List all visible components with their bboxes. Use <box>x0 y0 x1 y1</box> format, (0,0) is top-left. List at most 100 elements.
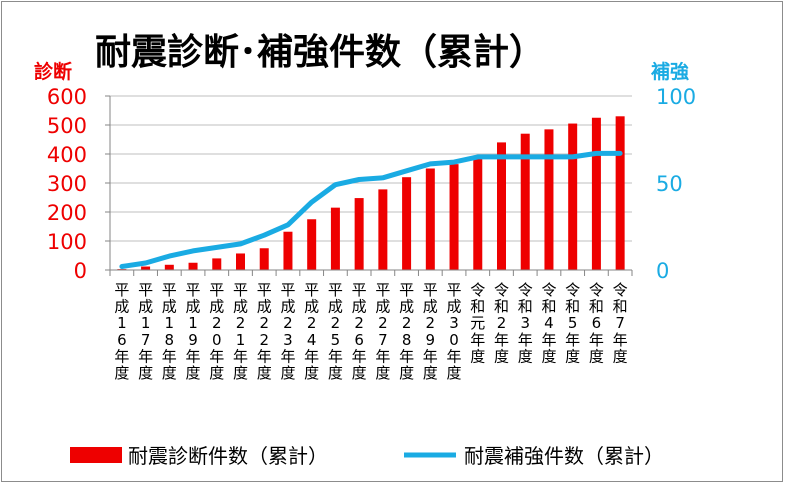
x-category-char: 4 <box>544 314 554 332</box>
x-category-char: 平 <box>352 281 367 299</box>
x-category-char: 年 <box>233 347 248 365</box>
x-category-char: 年 <box>399 347 414 365</box>
diagnosis-bar <box>164 264 174 270</box>
x-category-char: 度 <box>328 364 343 382</box>
diagnosis-bar <box>591 117 601 270</box>
x-category-char: 度 <box>138 364 153 382</box>
x-category-char: 成 <box>447 298 462 316</box>
diagnosis-bar <box>307 219 317 270</box>
x-category-char: 和 <box>589 298 604 316</box>
right-tick-label: 100 <box>656 85 696 109</box>
x-category-char: 2 <box>307 314 317 332</box>
diagnosis-bar <box>544 129 554 270</box>
left-tick-label: 600 <box>47 85 87 109</box>
x-category-char: 度 <box>114 364 129 382</box>
x-category-char: 年 <box>494 331 509 349</box>
x-category-char: 2 <box>236 314 246 332</box>
x-category-char: 年 <box>541 331 556 349</box>
x-category-char: 成 <box>280 298 295 316</box>
x-category-char: 3 <box>283 331 293 349</box>
diagnosis-bar <box>402 177 412 270</box>
legend-label-reinforcement: 耐震補強件数（累計） <box>464 444 664 468</box>
x-category-char: 成 <box>233 298 248 316</box>
x-category-char: 成 <box>423 298 438 316</box>
x-category-char: 2 <box>426 314 436 332</box>
x-category-char: 平 <box>399 281 414 299</box>
x-category-char: 6 <box>354 331 364 349</box>
x-category-char: 成 <box>114 298 129 316</box>
x-category-char: 2 <box>497 314 507 332</box>
left-tick-label: 300 <box>47 172 87 196</box>
x-category-char: 2 <box>402 314 412 332</box>
x-category-char: 年 <box>447 347 462 365</box>
x-category-char: 年 <box>138 347 153 365</box>
x-category-char: 度 <box>209 364 224 382</box>
x-category-char: 令 <box>470 281 485 299</box>
x-category-char: 和 <box>613 298 628 316</box>
x-category-char: 年 <box>352 347 367 365</box>
axes <box>109 96 633 276</box>
x-category-char: 度 <box>565 347 580 365</box>
x-category-char: 平 <box>209 281 224 299</box>
x-category-char: 6 <box>117 331 127 349</box>
x-category-char: 成 <box>138 298 153 316</box>
x-category-char: 9 <box>426 331 436 349</box>
left-tick-label: 400 <box>47 143 87 167</box>
x-category-char: 2 <box>212 314 222 332</box>
x-category-char: 度 <box>589 347 604 365</box>
x-category-char: 令 <box>494 281 509 299</box>
x-category-char: 成 <box>328 298 343 316</box>
x-category-char: 元 <box>470 314 485 332</box>
x-category-char: 度 <box>352 364 367 382</box>
x-category-char: 2 <box>283 314 293 332</box>
x-category-char: 度 <box>613 347 628 365</box>
x-category-char: 成 <box>162 298 177 316</box>
x-category-char: 和 <box>541 298 556 316</box>
diagnosis-bar <box>330 207 340 270</box>
x-category-char: 年 <box>518 331 533 349</box>
x-category-char: 度 <box>186 364 201 382</box>
diagnosis-bar <box>354 198 364 270</box>
x-category-char: 年 <box>613 331 628 349</box>
x-category-char: 3 <box>449 314 459 332</box>
diagnosis-bar <box>449 164 459 270</box>
x-category-char: 度 <box>399 364 414 382</box>
chart-title: 耐震診断･補強件数（累計） <box>95 32 545 73</box>
x-category-char: 2 <box>259 331 269 349</box>
x-category-char: 年 <box>589 331 604 349</box>
x-category-char: 和 <box>565 298 580 316</box>
x-category-char: 成 <box>186 298 201 316</box>
left-axis-ticks: 0 100 200 300 400 500 600 <box>47 85 87 283</box>
x-category-char: 年 <box>162 347 177 365</box>
x-category-char: 2 <box>354 314 364 332</box>
x-category-char: 平 <box>138 281 153 299</box>
diagnosis-bar <box>473 155 483 270</box>
diagnosis-bar <box>259 248 269 270</box>
x-category-char: 8 <box>165 331 175 349</box>
x-category-char: 平 <box>233 281 248 299</box>
x-category-char: 平 <box>280 281 295 299</box>
legend: 耐震診断件数（累計） 耐震補強件数（累計） <box>70 444 664 468</box>
diagnosis-bar <box>188 262 198 270</box>
x-category-char: 度 <box>280 364 295 382</box>
x-category-char: 年 <box>186 347 201 365</box>
x-category-char: 5 <box>331 331 341 349</box>
x-category-char: 成 <box>209 298 224 316</box>
x-category-char: 和 <box>470 298 485 316</box>
x-category-char: 年 <box>470 331 485 349</box>
